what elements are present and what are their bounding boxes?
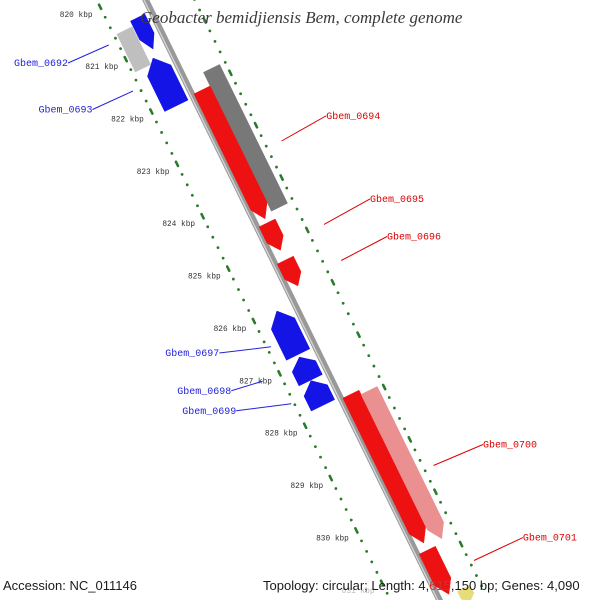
svg-text:827 kbp: 827 kbp [239,378,272,386]
svg-text:Gbem_0698: Gbem_0698 [177,386,231,398]
svg-text:821 kbp: 821 kbp [85,64,118,72]
svg-text:829 kbp: 829 kbp [290,483,323,491]
svg-text:Gbem_0697: Gbem_0697 [165,348,219,360]
svg-text:Gbem_0699: Gbem_0699 [182,406,236,418]
svg-text:826 kbp: 826 kbp [214,326,247,334]
svg-text:828 kbp: 828 kbp [265,431,298,439]
svg-text:820 kbp: 820 kbp [60,12,93,20]
svg-text:825 kbp: 825 kbp [188,274,221,282]
svg-text:830 kbp: 830 kbp [316,535,349,543]
svg-text:Gbem_0693: Gbem_0693 [38,105,92,117]
svg-text:822 kbp: 822 kbp [111,117,144,125]
svg-text:Gbem_0696: Gbem_0696 [387,232,441,244]
svg-text:Gbem_0695: Gbem_0695 [370,194,424,206]
svg-text:823 kbp: 823 kbp [137,169,170,177]
svg-text:824 kbp: 824 kbp [162,221,195,229]
svg-text:Gbem_0701: Gbem_0701 [523,533,577,545]
svg-text:Gbem_0700: Gbem_0700 [483,440,537,452]
svg-text:Gbem_0692: Gbem_0692 [14,58,68,70]
svg-text:Gbem_0694: Gbem_0694 [326,111,380,123]
